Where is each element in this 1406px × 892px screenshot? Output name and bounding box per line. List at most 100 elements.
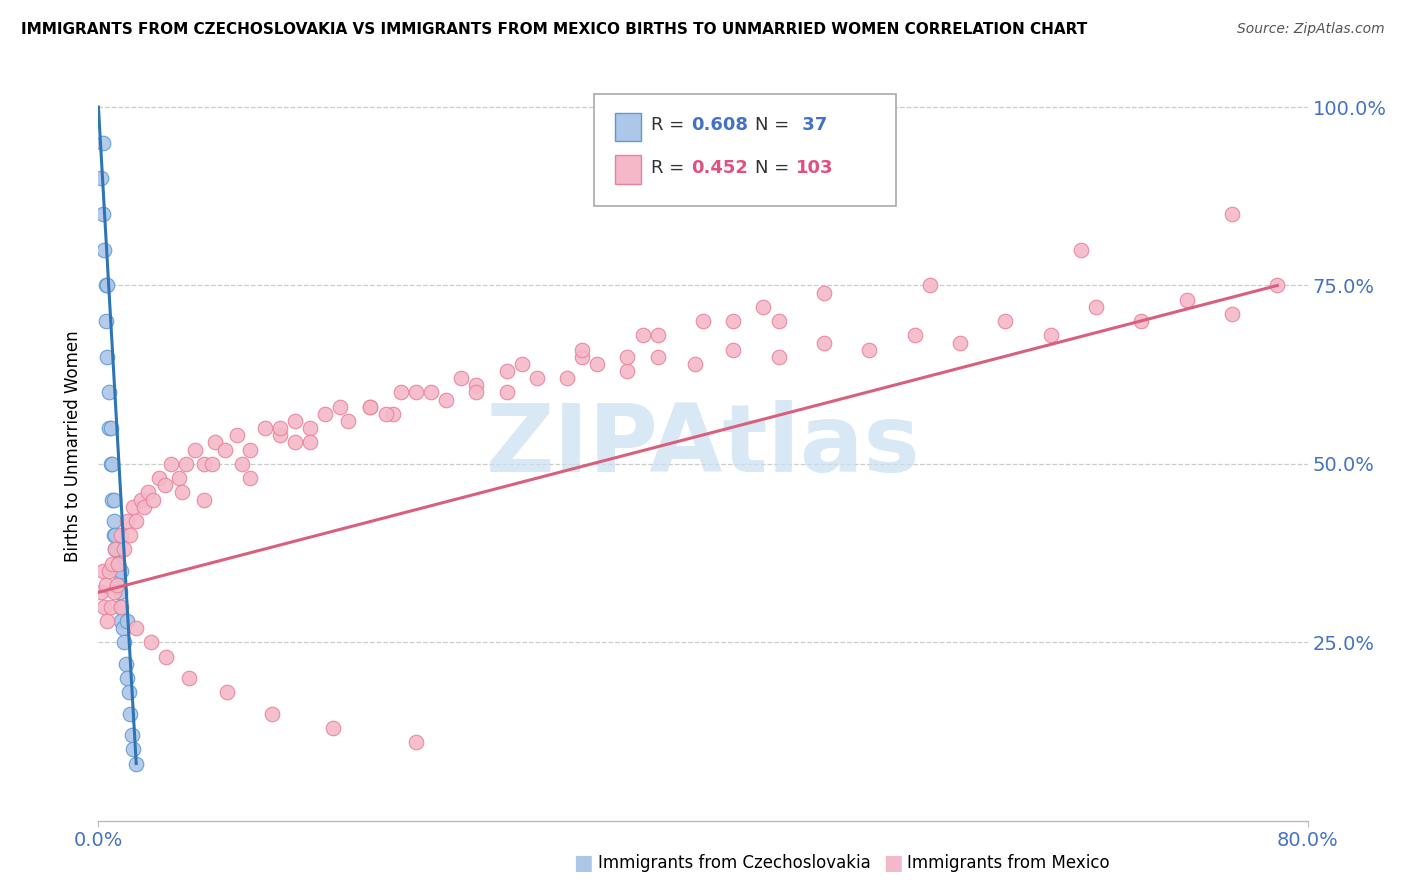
Point bbox=[104, 528, 127, 542]
Point bbox=[107, 557, 129, 571]
Point bbox=[98, 385, 121, 400]
Point bbox=[101, 492, 124, 507]
Point bbox=[253, 421, 276, 435]
Point bbox=[314, 407, 336, 421]
Point bbox=[110, 599, 132, 614]
Point bbox=[94, 578, 117, 592]
Point bbox=[1220, 207, 1243, 221]
Point bbox=[1085, 300, 1108, 314]
Point bbox=[692, 314, 714, 328]
Point bbox=[98, 421, 121, 435]
Point bbox=[115, 614, 138, 628]
Point bbox=[284, 435, 307, 450]
Point bbox=[768, 350, 790, 364]
Point bbox=[101, 557, 124, 571]
Point bbox=[1039, 328, 1062, 343]
Point bbox=[100, 421, 122, 435]
Point bbox=[118, 685, 141, 699]
Point bbox=[336, 414, 359, 428]
Point bbox=[110, 564, 132, 578]
Point bbox=[647, 328, 669, 343]
Point bbox=[360, 400, 382, 414]
Point bbox=[405, 735, 427, 749]
Point bbox=[586, 357, 609, 371]
Point bbox=[136, 485, 159, 500]
Point bbox=[112, 542, 135, 557]
Point bbox=[420, 385, 443, 400]
Point bbox=[269, 421, 291, 435]
Point bbox=[858, 343, 880, 357]
Point bbox=[284, 414, 307, 428]
Point bbox=[93, 599, 115, 614]
Point bbox=[1070, 243, 1092, 257]
Point bbox=[141, 635, 163, 649]
Point bbox=[100, 599, 122, 614]
Text: 37: 37 bbox=[796, 116, 827, 135]
Point bbox=[105, 578, 128, 592]
Text: Source: ZipAtlas.com: Source: ZipAtlas.com bbox=[1237, 22, 1385, 37]
Point bbox=[155, 649, 177, 664]
Point bbox=[110, 528, 132, 542]
Point bbox=[108, 599, 131, 614]
Point bbox=[723, 314, 745, 328]
Point bbox=[226, 428, 249, 442]
Point bbox=[1267, 278, 1289, 293]
Text: ■: ■ bbox=[883, 854, 903, 873]
Text: IMMIGRANTS FROM CZECHOSLOVAKIA VS IMMIGRANTS FROM MEXICO BIRTHS TO UNMARRIED WOM: IMMIGRANTS FROM CZECHOSLOVAKIA VS IMMIGR… bbox=[21, 22, 1087, 37]
Point bbox=[465, 385, 488, 400]
FancyBboxPatch shape bbox=[614, 112, 641, 141]
Point bbox=[91, 136, 114, 150]
Point bbox=[98, 564, 121, 578]
Point bbox=[122, 500, 145, 514]
Point bbox=[132, 500, 155, 514]
Point bbox=[299, 435, 322, 450]
Point bbox=[111, 621, 134, 635]
Point bbox=[193, 492, 215, 507]
Point bbox=[110, 614, 132, 628]
Point bbox=[96, 350, 118, 364]
Point bbox=[768, 314, 790, 328]
Point bbox=[120, 528, 142, 542]
Point bbox=[360, 400, 382, 414]
Point bbox=[121, 728, 143, 742]
Text: 0.452: 0.452 bbox=[690, 159, 748, 177]
Point bbox=[96, 278, 118, 293]
Text: ZIPAtlas: ZIPAtlas bbox=[485, 400, 921, 492]
Point bbox=[382, 407, 405, 421]
Text: R =: R = bbox=[651, 159, 690, 177]
Point bbox=[329, 400, 352, 414]
Point bbox=[184, 442, 207, 457]
Point bbox=[239, 471, 262, 485]
Point bbox=[101, 457, 124, 471]
Point bbox=[103, 528, 125, 542]
Point bbox=[142, 492, 165, 507]
Point bbox=[685, 357, 707, 371]
Y-axis label: Births to Unmarried Women: Births to Unmarried Women bbox=[65, 330, 83, 562]
Point bbox=[90, 171, 112, 186]
Point bbox=[104, 542, 127, 557]
Point bbox=[215, 685, 238, 699]
Point bbox=[160, 457, 183, 471]
Point bbox=[299, 421, 322, 435]
Point bbox=[231, 457, 253, 471]
Point bbox=[262, 706, 284, 721]
Point bbox=[434, 392, 457, 407]
Point bbox=[107, 557, 129, 571]
Point bbox=[125, 756, 148, 771]
Point bbox=[495, 364, 517, 378]
Point bbox=[904, 328, 927, 343]
Text: ■: ■ bbox=[574, 854, 593, 873]
Point bbox=[170, 485, 193, 500]
Text: N =: N = bbox=[755, 159, 794, 177]
Point bbox=[571, 350, 593, 364]
Point bbox=[510, 357, 533, 371]
Point bbox=[813, 285, 835, 300]
Point bbox=[214, 442, 236, 457]
Point bbox=[616, 364, 638, 378]
Point bbox=[179, 671, 201, 685]
Point bbox=[112, 635, 135, 649]
Point bbox=[94, 278, 117, 293]
Point bbox=[103, 492, 125, 507]
Point bbox=[104, 542, 127, 557]
Text: 103: 103 bbox=[796, 159, 834, 177]
